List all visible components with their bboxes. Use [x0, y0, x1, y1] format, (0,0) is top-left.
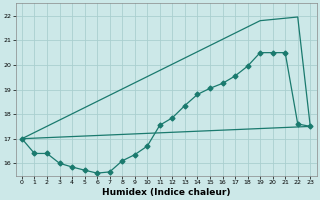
X-axis label: Humidex (Indice chaleur): Humidex (Indice chaleur)	[102, 188, 230, 197]
